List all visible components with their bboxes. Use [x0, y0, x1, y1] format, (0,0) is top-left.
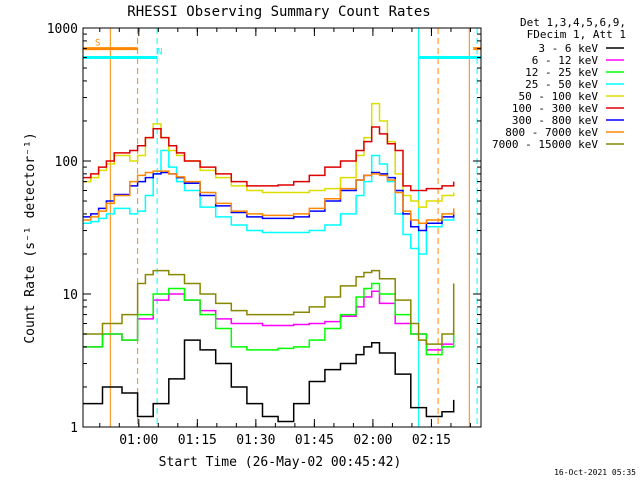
- series-line-4: [83, 102, 455, 208]
- legend-entry-label-5: 100 - 300 keV: [512, 102, 598, 115]
- y-axis-label: Count Rate (s⁻¹ detector⁻¹): [23, 132, 38, 343]
- footer-timestamp: 16-Oct-2021 05:35: [554, 468, 636, 477]
- chart-title: RHESSI Observing Summary Count Rates: [127, 4, 430, 20]
- marker-label-0: S: [95, 39, 100, 49]
- x-tick-label-2: 01:30: [236, 433, 275, 448]
- plot-frame: [82, 27, 482, 428]
- legend-header-line-1: FDecim 1, Att 1: [527, 28, 626, 41]
- series-line-3: [83, 149, 455, 255]
- legend-entry-label-1: 6 - 12 keV: [532, 54, 599, 67]
- legend-entry-label-3: 25 - 50 keV: [525, 78, 598, 91]
- x-tick-label-4: 02:00: [353, 433, 392, 448]
- series-line-2: [83, 282, 455, 356]
- x-tick-label-0: 01:00: [119, 433, 158, 448]
- series-line-7: [83, 170, 455, 225]
- series-line-5: [83, 126, 455, 192]
- y-tick-label-2: 100: [55, 155, 78, 170]
- series-line-6: [83, 171, 455, 232]
- legend-entry-label-8: 7000 - 15000 keV: [492, 138, 598, 151]
- x-tick-label-1: 01:15: [178, 433, 217, 448]
- series-line-0: [83, 339, 455, 423]
- y-tick-label-1: 10: [62, 288, 78, 303]
- legend-entry-label-7: 800 - 7000 keV: [505, 126, 598, 139]
- y-tick-label-0: 1: [70, 421, 78, 436]
- y-tick-label-3: 1000: [47, 22, 78, 37]
- legend-entry-label-6: 300 - 800 keV: [512, 114, 598, 127]
- x-axis-label: Start Time (26-May-02 00:45:42): [159, 455, 402, 470]
- legend: Det 1,3,4,5,6,9,FDecim 1, Att 13 - 6 keV…: [492, 16, 626, 151]
- plot-area: SN: [83, 28, 481, 427]
- legend-entry-label-4: 50 - 100 keV: [519, 90, 599, 103]
- legend-header-line-0: Det 1,3,4,5,6,9,: [520, 16, 626, 29]
- x-tick-label-3: 01:45: [295, 433, 334, 448]
- axes: 01:00 01:15 01:30 01:45 02:00 02:15 1 10 100 1000: [47, 22, 482, 448]
- legend-entry-label-2: 12 - 25 keV: [525, 66, 598, 79]
- series-line-8: [83, 269, 455, 345]
- legend-entry-label-0: 3 - 6 keV: [538, 42, 598, 55]
- x-tick-label-5: 02:15: [412, 433, 451, 448]
- marker-label-1: N: [157, 48, 162, 58]
